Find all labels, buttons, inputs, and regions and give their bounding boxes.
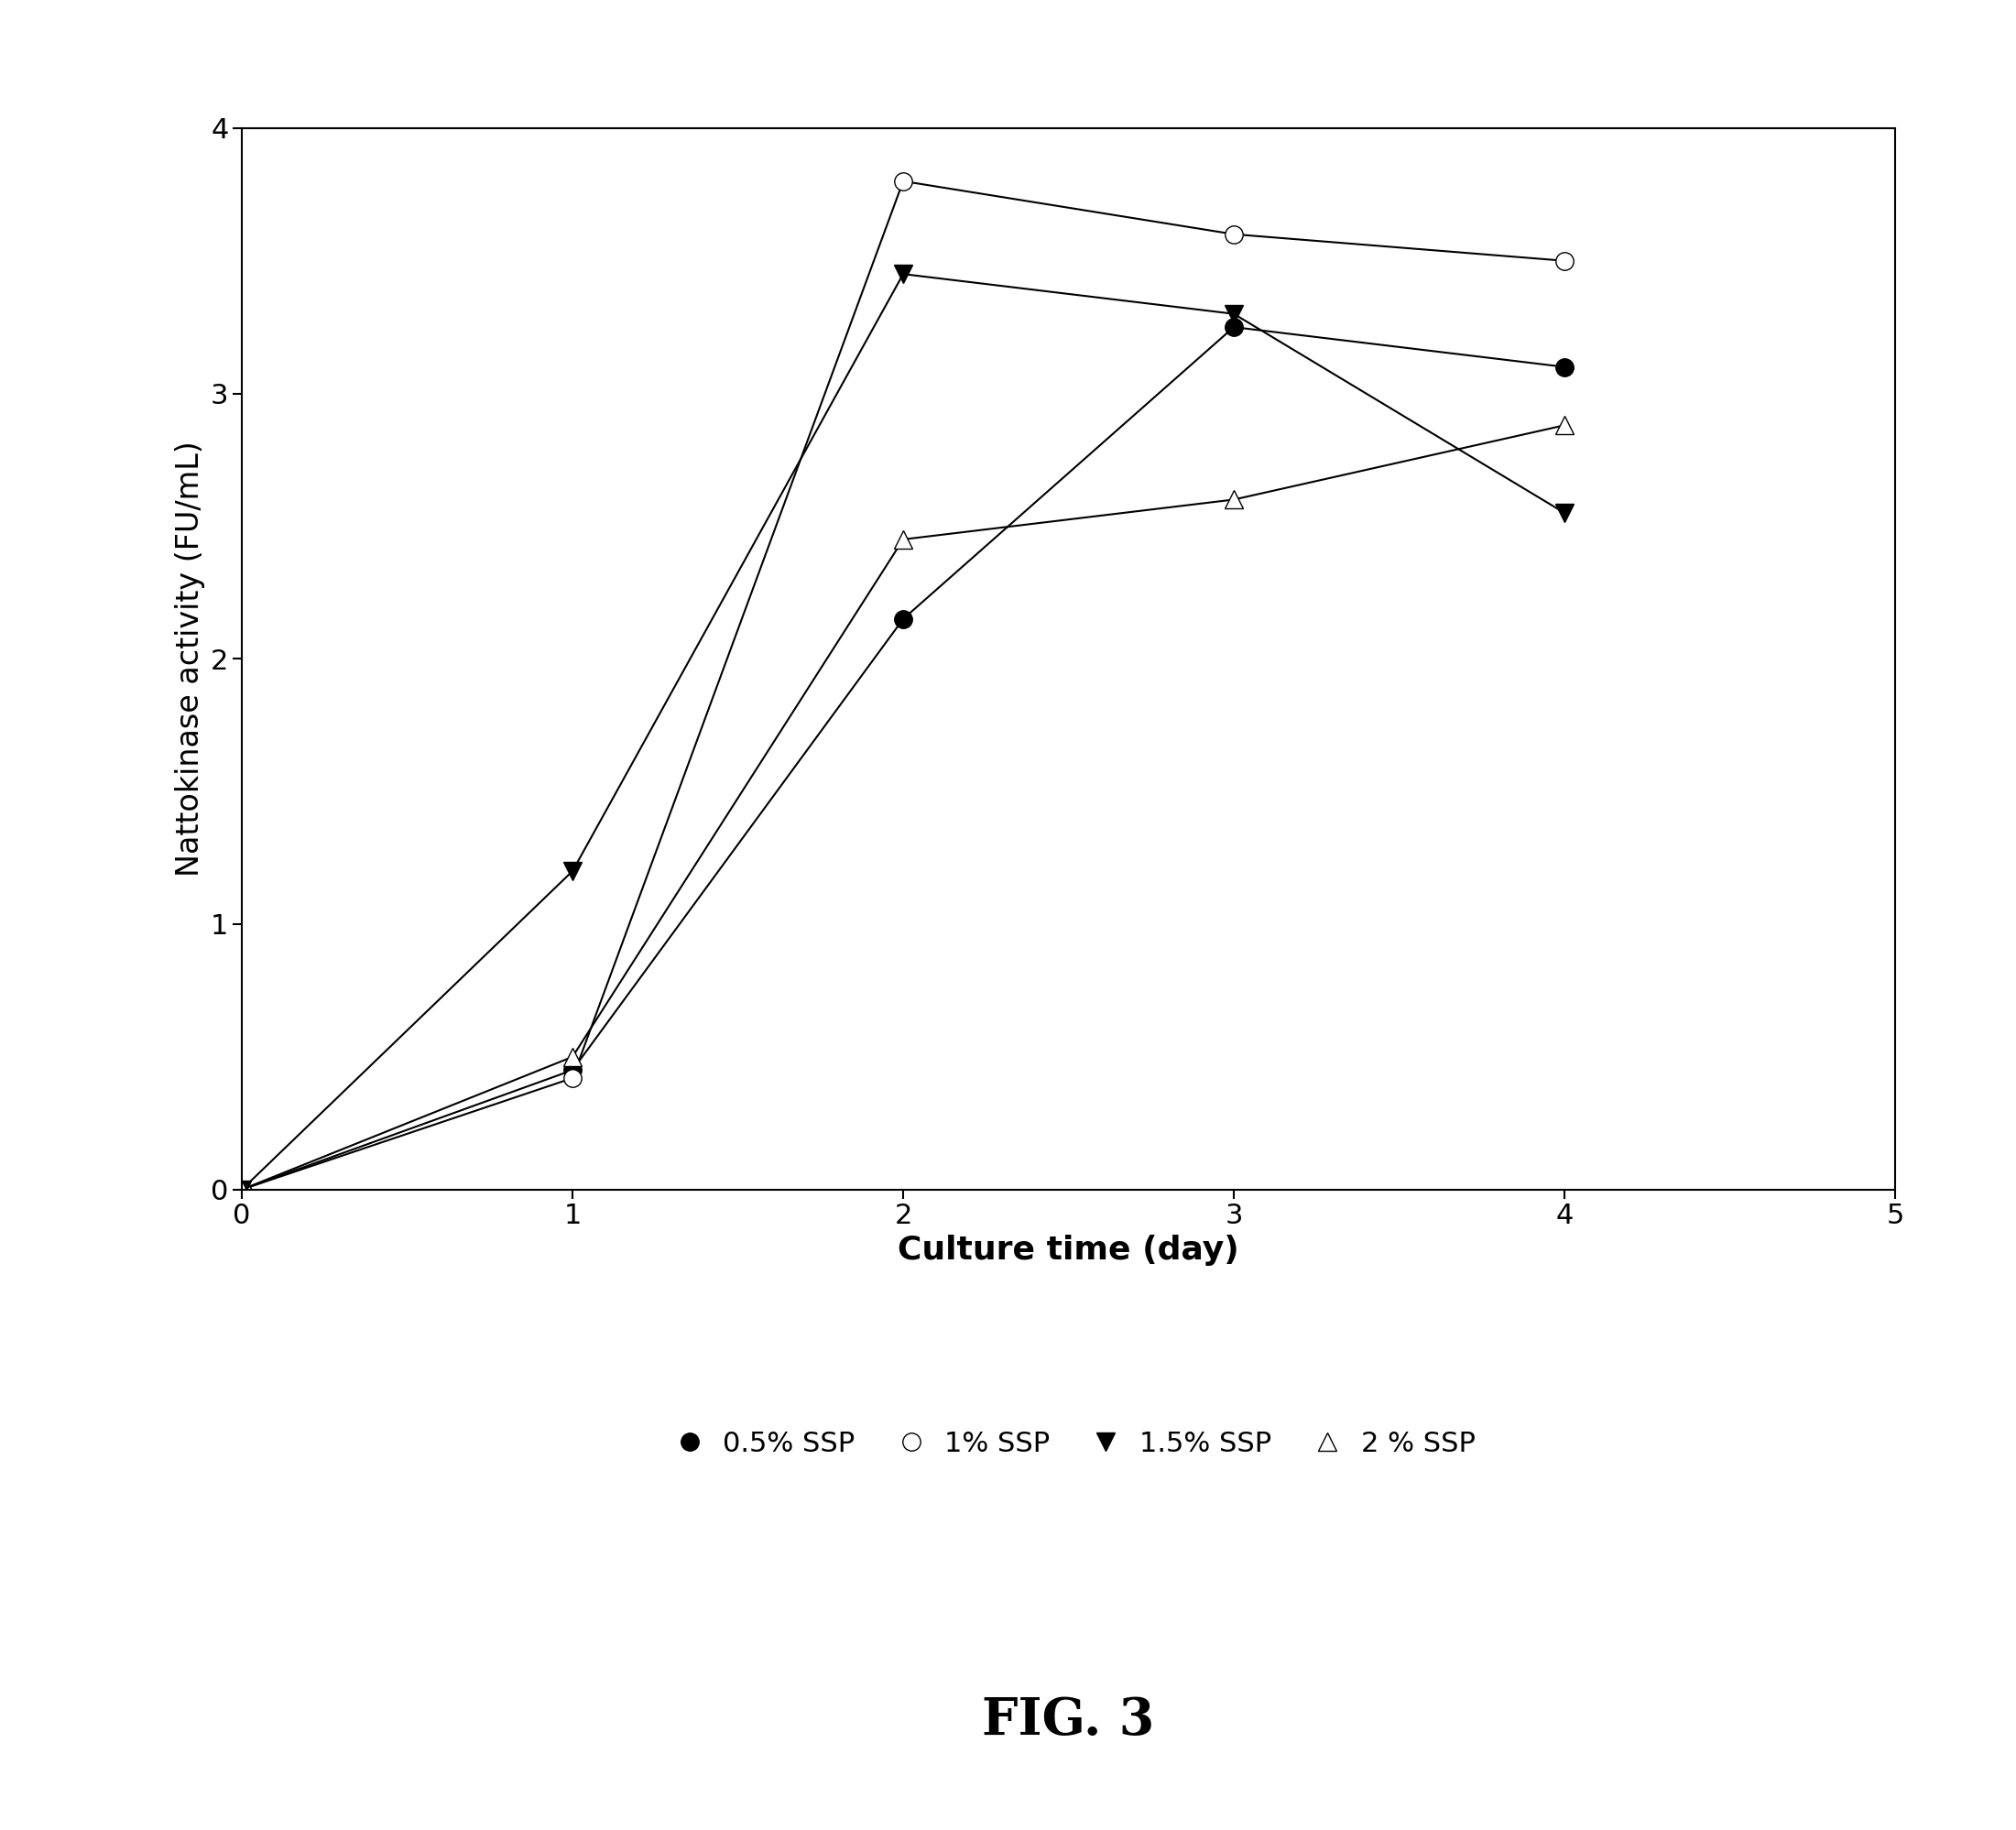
1% SSP: [1552, 251, 1577, 273]
1% SSP: [891, 170, 915, 192]
1.5% SSP: [891, 264, 915, 285]
2 % SSP: [230, 1179, 254, 1200]
1.5% SSP: [1222, 304, 1246, 326]
1.5% SSP: [230, 1179, 254, 1200]
1% SSP: [1222, 223, 1246, 245]
X-axis label: Culture time (day): Culture time (day): [897, 1235, 1240, 1266]
2 % SSP: [1552, 414, 1577, 436]
2 % SSP: [1222, 489, 1246, 511]
Line: 1.5% SSP: 1.5% SSP: [234, 265, 1572, 1199]
2 % SSP: [560, 1047, 585, 1069]
0.5% SSP: [230, 1179, 254, 1200]
Text: FIG. 3: FIG. 3: [982, 1695, 1155, 1746]
2 % SSP: [891, 529, 915, 551]
1% SSP: [560, 1067, 585, 1089]
0.5% SSP: [560, 1060, 585, 1082]
0.5% SSP: [1222, 317, 1246, 339]
Line: 2 % SSP: 2 % SSP: [234, 417, 1572, 1199]
0.5% SSP: [1552, 357, 1577, 379]
1.5% SSP: [560, 860, 585, 882]
Y-axis label: Nattokinase activity (FU/mL): Nattokinase activity (FU/mL): [175, 441, 206, 877]
Line: 0.5% SSP: 0.5% SSP: [234, 318, 1572, 1199]
1% SSP: [230, 1179, 254, 1200]
Line: 1% SSP: 1% SSP: [234, 172, 1572, 1199]
1.5% SSP: [1552, 501, 1577, 523]
Legend: 0.5% SSP, 1% SSP, 1.5% SSP, 2 % SSP: 0.5% SSP, 1% SSP, 1.5% SSP, 2 % SSP: [651, 1420, 1486, 1468]
0.5% SSP: [891, 608, 915, 630]
